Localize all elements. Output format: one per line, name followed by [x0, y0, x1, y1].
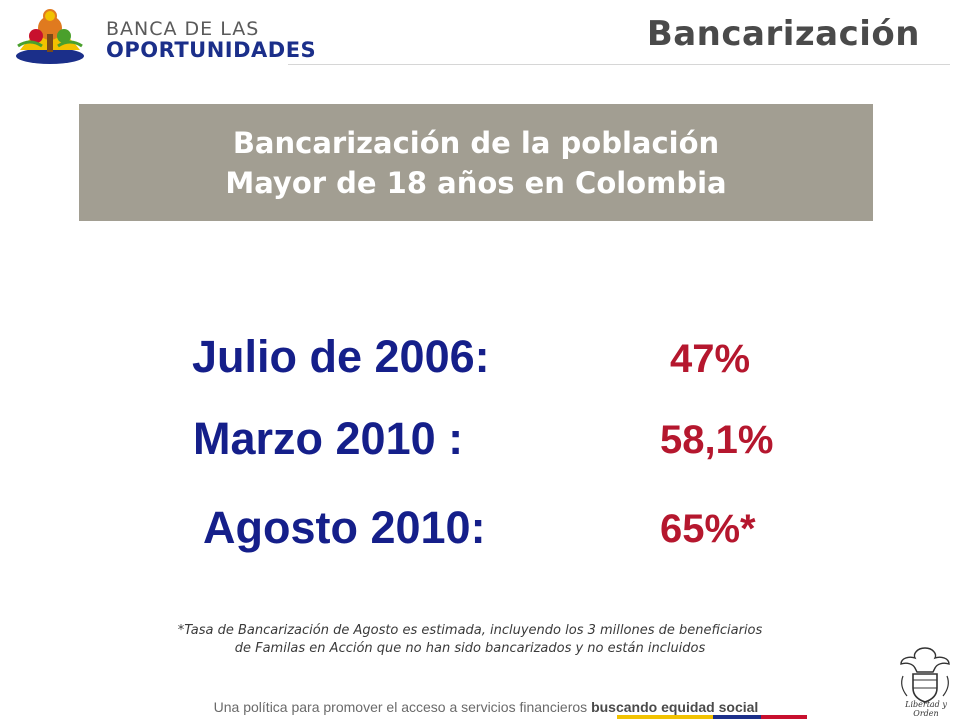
sun-tree-logo-icon: [16, 9, 84, 64]
flag-stripe-yellow: [617, 715, 713, 719]
banner-line2: Mayor de 18 años en Colombia: [225, 165, 727, 200]
section-title: Bancarización: [646, 14, 920, 54]
stat-value-marzo-2010: 58,1%: [660, 418, 774, 462]
footer-emphasis: buscando equidad social: [591, 699, 759, 715]
stat-value-2006: 47%: [670, 337, 751, 381]
bank-logo: BANCA DE LAS OPORTUNIDADES: [14, 6, 316, 66]
coat-of-arms-icon: [900, 647, 950, 703]
footer-tagline: Una política para promover el acceso a s…: [0, 699, 960, 715]
header-divider: [288, 64, 950, 65]
footer-text: Una política para promover el acceso a s…: [213, 699, 592, 715]
title-banner: Bancarización de la población Mayor de 1…: [79, 104, 873, 221]
flag-stripe-red: [761, 715, 807, 719]
logo-text-line1: BANCA DE LAS: [106, 18, 260, 40]
footnote-line2: de Familas en Acción que no han sido ban…: [234, 641, 706, 656]
stat-label-2006: Julio de 2006:: [192, 331, 490, 382]
stat-label-marzo-2010: Marzo 2010 :: [193, 413, 464, 464]
footnote: *Tasa de Bancarización de Agosto es esti…: [80, 622, 860, 658]
banner-line1: Bancarización de la población: [232, 125, 720, 160]
stat-value-agosto-2010: 65%*: [660, 507, 756, 551]
logo-text-line2: OPORTUNIDADES: [106, 38, 317, 62]
seal-caption: Libertad y Orden: [905, 700, 947, 718]
stat-label-agosto-2010: Agosto 2010:: [203, 502, 486, 553]
footnote-line1: *Tasa de Bancarización de Agosto es esti…: [177, 623, 763, 638]
flag-stripe-blue: [713, 715, 761, 719]
